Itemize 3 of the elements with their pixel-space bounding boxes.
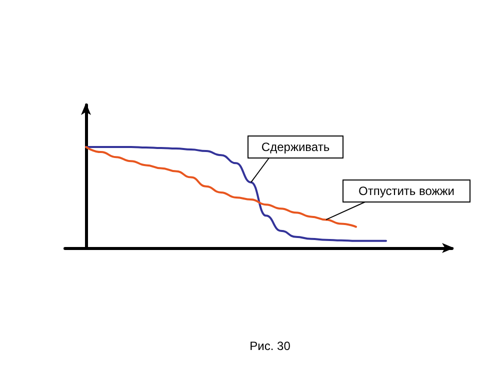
- text: Рис. 30: [250, 339, 291, 353]
- annotation: Сдерживать: [261, 140, 330, 154]
- annotation: Отпустить вожжи: [358, 184, 455, 198]
